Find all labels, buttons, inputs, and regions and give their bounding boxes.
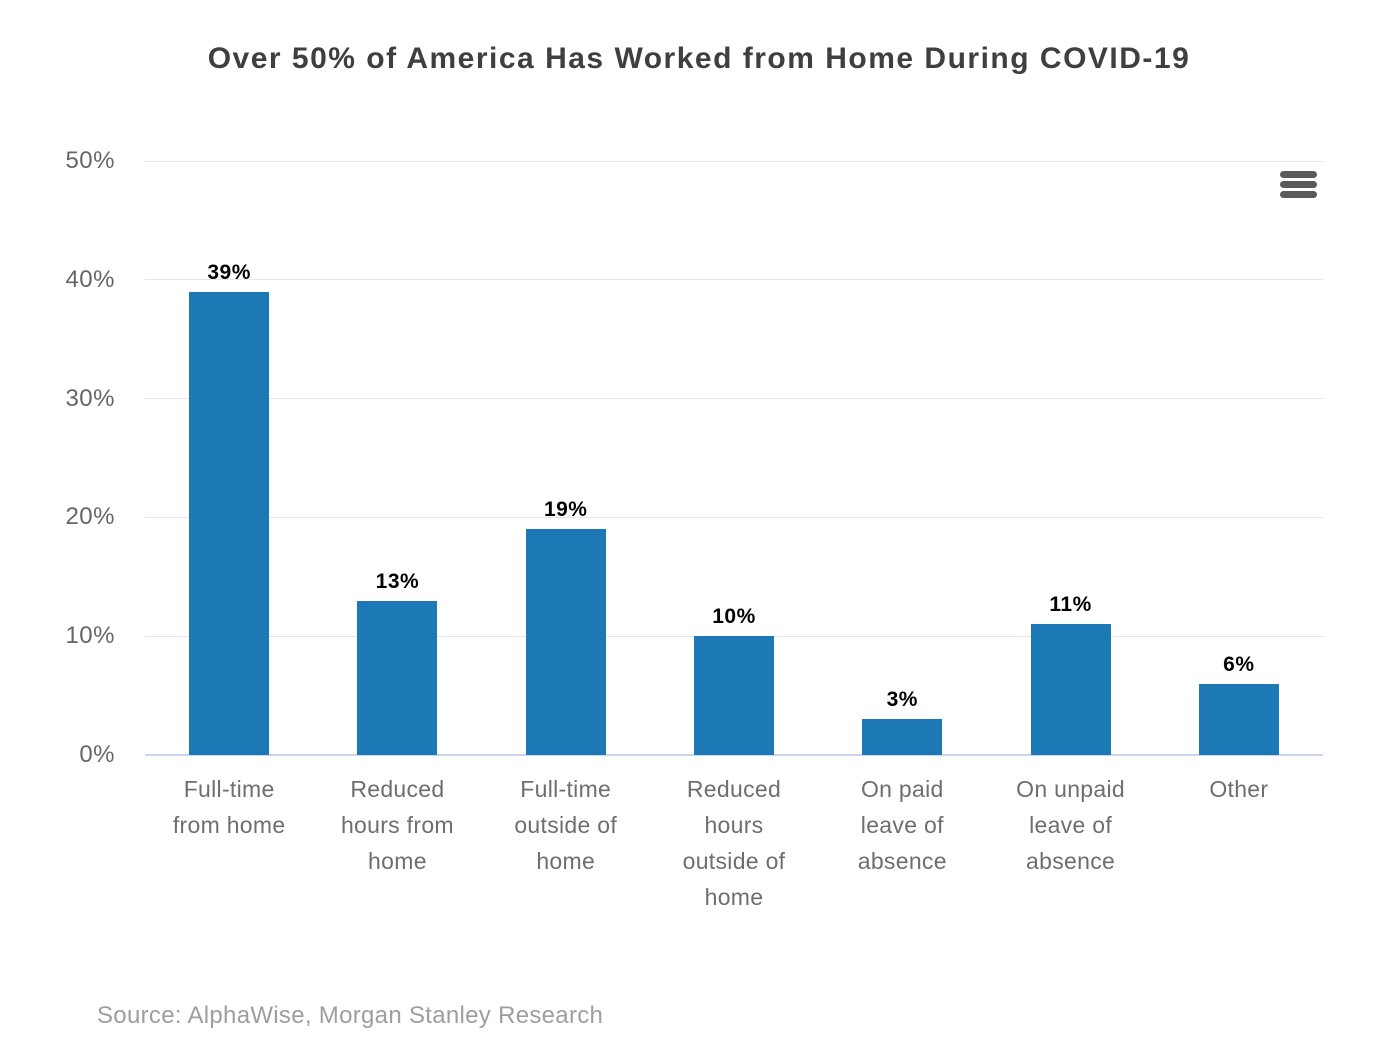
bar-value-label: 10% (712, 605, 756, 629)
x-axis-labels: Full-time from home Reduced hours from ho… (145, 771, 1323, 931)
bar-value-label: 13% (375, 569, 420, 593)
y-axis-tick-label: 10% (65, 622, 115, 650)
y-axis-tick-label: 0% (79, 741, 115, 768)
x-axis-category-label: Full-time from home (172, 776, 286, 838)
bar-value-label: 39% (207, 260, 251, 284)
x-axis-category-label: Reduced hours from home (340, 776, 454, 874)
gridline (145, 279, 1323, 281)
gridline (145, 398, 1323, 400)
bar[interactable] (189, 291, 270, 755)
gridline (145, 160, 1323, 162)
y-axis-tick-label: 50% (65, 147, 115, 174)
export-menu-button[interactable] (1277, 168, 1320, 201)
y-axis-tick-label: 40% (65, 265, 115, 293)
y-axis-labels: 0% 10% 20% 30% 40% 50% (0, 147, 115, 768)
hamburger-menu-icon (1280, 171, 1317, 178)
x-axis-category-label: On unpaid leave of absence (1016, 776, 1125, 874)
bar[interactable] (1198, 683, 1279, 755)
bar-value-label: 19% (543, 498, 588, 522)
x-axis-category-label: On paid leave of absence (857, 776, 947, 874)
x-axis-category-label: Reduced hours outside of home (682, 776, 786, 910)
bar[interactable] (525, 529, 606, 755)
gridline (145, 516, 1323, 518)
bar[interactable] (694, 636, 774, 755)
x-axis-category-label: Other (1209, 776, 1269, 802)
bar-value-label: 11% (1049, 593, 1092, 617)
source-label: Source: AlphaWise, Morgan Stanley Resear… (97, 1002, 604, 1029)
bar[interactable] (1030, 624, 1111, 755)
bar-value-label: 3% (886, 688, 918, 712)
bar[interactable] (357, 600, 438, 755)
bar-value-label: 6% (1223, 652, 1255, 676)
gridline (145, 635, 1323, 637)
y-axis-tick-label: 30% (65, 384, 115, 412)
x-axis-line (145, 754, 1323, 756)
bar[interactable] (862, 719, 943, 755)
hamburger-menu-icon (1280, 191, 1317, 198)
chart-title: Over 50% of America Has Worked from Home… (207, 42, 1191, 75)
y-axis-tick-label: 20% (65, 503, 115, 531)
hamburger-menu-icon (1280, 181, 1317, 188)
plot-area: 39% 13% 19% 10% 3% 11% 6% (145, 160, 1323, 756)
x-axis-category-label: Full-time outside of home (514, 776, 618, 874)
